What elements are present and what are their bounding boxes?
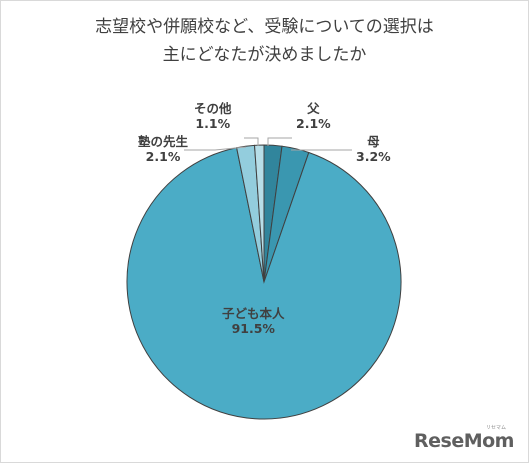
slice-label-other-name: その他: [194, 101, 232, 116]
pie-slice-other: [254, 144, 265, 283]
slice-label-mother-value: 3.2%: [356, 149, 391, 164]
slice-label-juku-teacher-name: 塾の先生: [138, 134, 189, 149]
resemom-logo: ReseMom: [414, 430, 514, 452]
resemom-logo-subtext: リセマム: [486, 425, 507, 431]
slice-label-child-value: 91.5%: [231, 321, 275, 336]
leader-line-father: [267, 137, 292, 146]
pie-slice-child: [126, 147, 402, 420]
leader-line-juku-teacher: [184, 146, 247, 151]
slice-label-father: 父 2.1%: [296, 101, 331, 131]
slice-label-mother: 母 3.2%: [356, 134, 391, 164]
slice-label-child-name: 子ども本人: [222, 306, 285, 321]
chart-title-line-1: 志望校や併願校など、受験についての選択は: [95, 17, 434, 37]
slice-label-child: 子ども本人 91.5%: [222, 306, 285, 336]
slice-label-other: その他 1.1%: [194, 101, 232, 131]
slice-label-other-value: 1.1%: [195, 116, 231, 131]
chart-title-line-2: 主にどなたが決めましたか: [162, 45, 367, 65]
leader-line-other: [244, 137, 259, 146]
slice-label-father-name: 父: [307, 101, 320, 116]
slice-label-juku-teacher-value: 2.1%: [145, 149, 181, 164]
slice-label-juku-teacher: 塾の先生 2.1%: [138, 134, 188, 164]
slice-label-mother-name: 母: [367, 134, 380, 149]
slice-label-father-value: 2.1%: [296, 116, 331, 131]
